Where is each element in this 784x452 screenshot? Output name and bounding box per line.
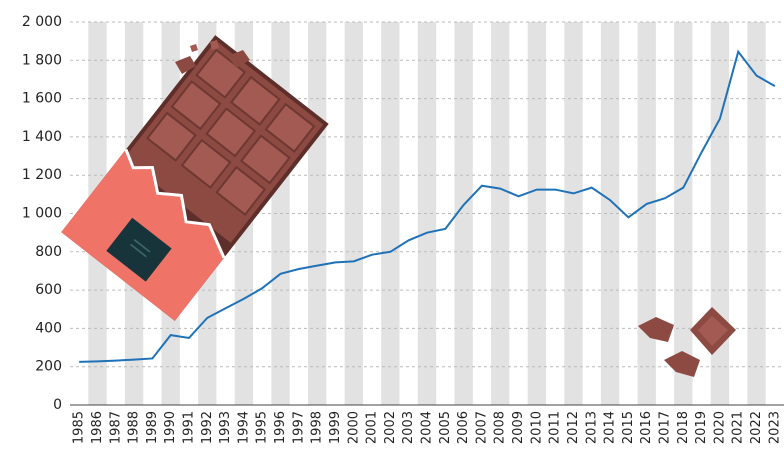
line (79, 49, 776, 363)
x-tick-label: 2013 (584, 411, 599, 444)
y-tick-label: 1 000 (22, 206, 62, 222)
x-tick-label: 1989 (145, 411, 160, 444)
marks (79, 49, 776, 363)
y-tick-label: 0 (53, 397, 62, 413)
x-tick-label: 2010 (529, 411, 544, 444)
y-tick-label: 2 000 (22, 14, 62, 30)
y-tick-label: 800 (35, 244, 62, 260)
x-tick-label: 2011 (548, 411, 563, 444)
y-tick-label: 1 200 (22, 167, 62, 183)
x-tick-label: 1991 (182, 411, 197, 444)
x-tick-label: 1996 (273, 411, 288, 444)
y-tick-label: 600 (35, 282, 62, 298)
x-tick-label: 2012 (566, 411, 581, 444)
x-tick-label: 2001 (365, 411, 380, 444)
x-tick-label: 1990 (163, 411, 178, 444)
x-tick-label: 1998 (310, 411, 325, 444)
x-tick-label: 2016 (639, 411, 654, 444)
x-tick-label: 1995 (255, 411, 270, 444)
x-tick-label: 1986 (90, 411, 105, 444)
x-tick-label: 2009 (511, 411, 526, 444)
y-tick-label: 200 (35, 359, 62, 375)
x-tick-label: 2015 (621, 411, 636, 444)
x-tick-label: 1999 (328, 411, 343, 444)
x-tick-label: 1988 (127, 411, 142, 444)
x-tick-label: 2023 (767, 411, 782, 444)
x-tick-label: 2005 (438, 411, 453, 444)
x-tick-label: 1992 (200, 411, 215, 444)
y-tick-label: 1 800 (22, 52, 62, 68)
x-tick-label: 2006 (456, 411, 471, 444)
x-tick-label: 2000 (346, 411, 361, 444)
x-tick-label: 2003 (401, 411, 416, 444)
x-tick-label: 2002 (383, 411, 398, 444)
y-tick-label: 1 600 (22, 91, 62, 107)
x-tick-label: 2008 (493, 411, 508, 444)
x-tick-label: 1997 (291, 411, 306, 444)
x-tick-label: 2021 (731, 411, 746, 444)
y-tick-label: 400 (35, 320, 62, 336)
y-tick-label: 1 400 (22, 129, 62, 145)
x-tick-label: 2017 (658, 411, 673, 444)
band (527, 22, 546, 405)
band (564, 22, 583, 405)
x-tick-label: 2007 (474, 411, 489, 444)
x-tick-label: 1987 (108, 411, 123, 444)
x-tick-label: 2004 (420, 411, 435, 444)
x-tick-label: 2019 (694, 411, 709, 444)
x-tick-label: 2014 (603, 411, 618, 444)
x-tick-label: 2020 (712, 411, 727, 444)
band (454, 22, 473, 405)
x-tick-label: 2022 (749, 411, 764, 444)
chocolate-illustration (61, 35, 736, 377)
x-tick-label: 1985 (72, 411, 87, 444)
x-tick-label: 1994 (236, 411, 251, 444)
x-tick-label: 2018 (676, 411, 691, 444)
x-tick-label: 1993 (218, 411, 233, 444)
band (491, 22, 510, 405)
